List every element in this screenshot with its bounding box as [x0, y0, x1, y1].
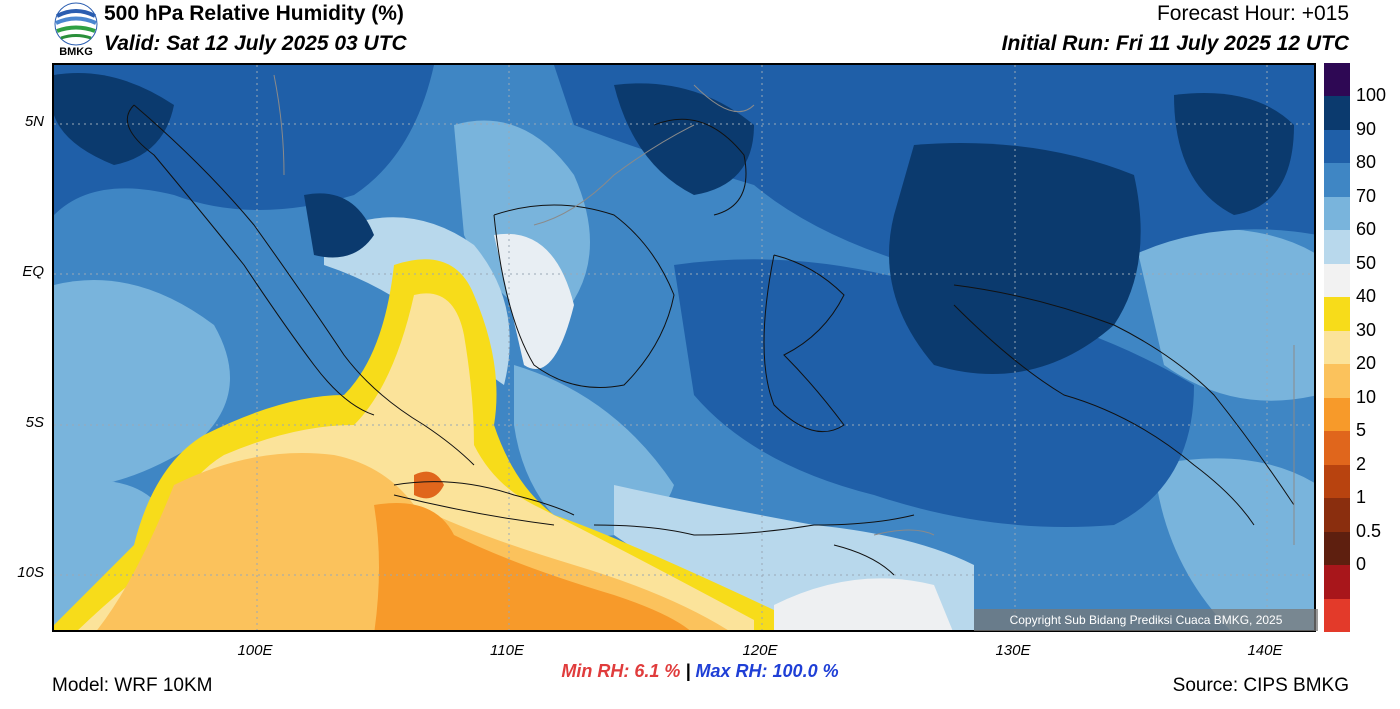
- valid-time: Valid: Sat 12 July 2025 03 UTC: [104, 32, 407, 55]
- max-rh-value: 100.0 %: [772, 661, 839, 681]
- lon-label-120e: 120E: [742, 642, 778, 659]
- colorbar-cell: [1324, 297, 1350, 332]
- min-rh-label: Min RH:: [561, 661, 630, 681]
- rh-stats: Min RH: 6.1 % | Max RH: 100.0 %: [0, 661, 1400, 682]
- colorbar-tick-label: 10: [1356, 386, 1377, 407]
- lat-label-eq: EQ: [22, 263, 44, 280]
- forecast-hour: Forecast Hour: +015: [1156, 2, 1349, 25]
- colorbar-cell: [1324, 330, 1350, 365]
- colorbar-tick-label: 40: [1356, 286, 1377, 307]
- colorbar-cell: [1324, 364, 1350, 399]
- colorbar-cell: [1324, 163, 1350, 198]
- colorbar-cell: [1324, 96, 1350, 131]
- colorbar-cell: [1324, 263, 1350, 298]
- copyright-notice: Copyright Sub Bidang Prediksi Cuaca BMKG…: [974, 609, 1318, 631]
- min-rh-value: 6.1 %: [634, 661, 681, 681]
- bmkg-logo: [52, 2, 100, 60]
- colorbar-tick-label: 60: [1356, 219, 1377, 240]
- colorbar-cell: [1324, 498, 1350, 533]
- colorbar-tick-label: 1: [1356, 487, 1367, 508]
- lon-label-100e: 100E: [237, 642, 273, 659]
- colorbar-cell: [1324, 431, 1350, 466]
- stats-separator: |: [685, 661, 691, 681]
- colorbar-tick-label: 50: [1356, 252, 1377, 273]
- lon-label-140e: 140E: [1247, 642, 1283, 659]
- colorbar-tick-label: 0: [1356, 554, 1367, 575]
- colorbar-cell: [1324, 397, 1350, 432]
- map-title: 500 hPa Relative Humidity (%): [104, 2, 404, 25]
- colorbar-tick-label: 5: [1356, 420, 1367, 441]
- colorbar-cell: [1324, 196, 1350, 231]
- lat-label-10s: 10S: [17, 564, 44, 581]
- colorbar-tick-label: 20: [1356, 353, 1377, 374]
- humidity-map: [52, 63, 1316, 632]
- lon-label-130e: 130E: [995, 642, 1031, 659]
- colorbar-cell: [1324, 63, 1350, 97]
- model-name: Model: WRF 10KM: [52, 675, 213, 696]
- colorbar-cell: [1324, 230, 1350, 265]
- colorbar-cell: [1324, 531, 1350, 566]
- colorbar-tick-label: 80: [1356, 152, 1377, 173]
- colorbar-tick-label: 90: [1356, 118, 1377, 139]
- initial-run: Initial Run: Fri 11 July 2025 12 UTC: [1001, 32, 1349, 55]
- colorbar-cell: [1324, 129, 1350, 164]
- lon-label-110e: 110E: [490, 642, 524, 659]
- colorbar-cell: [1324, 598, 1350, 633]
- logo-label: BMKG: [59, 46, 93, 58]
- colorbar-tick-label: 30: [1356, 319, 1377, 340]
- data-source: Source: CIPS BMKG: [1172, 675, 1349, 696]
- colorbar-tick-label: 0.5: [1356, 520, 1382, 541]
- lat-label-5s: 5S: [25, 414, 44, 431]
- colorbar-cell: [1324, 464, 1350, 499]
- humidity-field: [54, 65, 1314, 630]
- colorbar-cell: [1324, 565, 1350, 600]
- colorbar-tick-label: 2: [1356, 453, 1367, 474]
- colorbar: [1324, 63, 1350, 633]
- max-rh-label: Max RH:: [695, 661, 768, 681]
- lat-label-5n: 5N: [24, 113, 44, 130]
- colorbar-tick-label: 100: [1356, 85, 1387, 106]
- colorbar-tick-label: 70: [1356, 185, 1377, 206]
